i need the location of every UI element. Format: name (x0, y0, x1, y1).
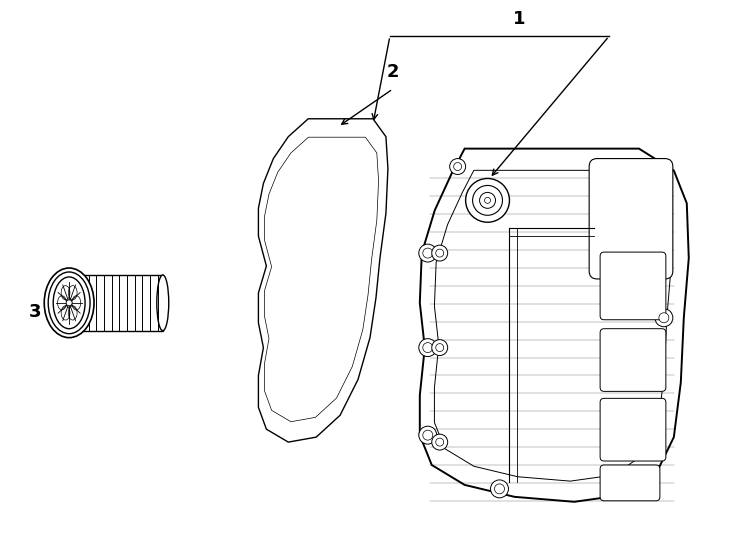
FancyBboxPatch shape (600, 465, 660, 501)
Polygon shape (258, 119, 388, 442)
Circle shape (436, 343, 444, 352)
Circle shape (419, 339, 437, 356)
Ellipse shape (53, 277, 85, 329)
Circle shape (423, 248, 433, 258)
Circle shape (659, 313, 669, 323)
Circle shape (490, 480, 509, 498)
Circle shape (66, 300, 72, 306)
FancyBboxPatch shape (589, 159, 673, 279)
Circle shape (419, 244, 437, 262)
Circle shape (419, 426, 437, 444)
Ellipse shape (48, 272, 90, 334)
Circle shape (432, 434, 448, 450)
Circle shape (436, 438, 444, 446)
Text: 2: 2 (387, 63, 399, 81)
Polygon shape (420, 148, 688, 502)
Circle shape (432, 340, 448, 355)
FancyBboxPatch shape (600, 329, 666, 392)
Text: 1: 1 (513, 10, 526, 28)
Circle shape (495, 484, 504, 494)
Circle shape (473, 185, 503, 215)
Circle shape (423, 342, 433, 353)
FancyBboxPatch shape (600, 252, 666, 320)
Circle shape (484, 198, 490, 204)
Polygon shape (264, 137, 379, 422)
Circle shape (454, 163, 462, 171)
Circle shape (465, 179, 509, 222)
Text: 3: 3 (29, 303, 42, 321)
FancyBboxPatch shape (600, 399, 666, 461)
Circle shape (423, 430, 433, 440)
Circle shape (655, 309, 673, 327)
Circle shape (432, 245, 448, 261)
Circle shape (479, 192, 495, 208)
Circle shape (436, 249, 444, 257)
Ellipse shape (44, 268, 94, 338)
Circle shape (450, 159, 465, 174)
Polygon shape (69, 275, 163, 330)
Ellipse shape (157, 275, 169, 330)
